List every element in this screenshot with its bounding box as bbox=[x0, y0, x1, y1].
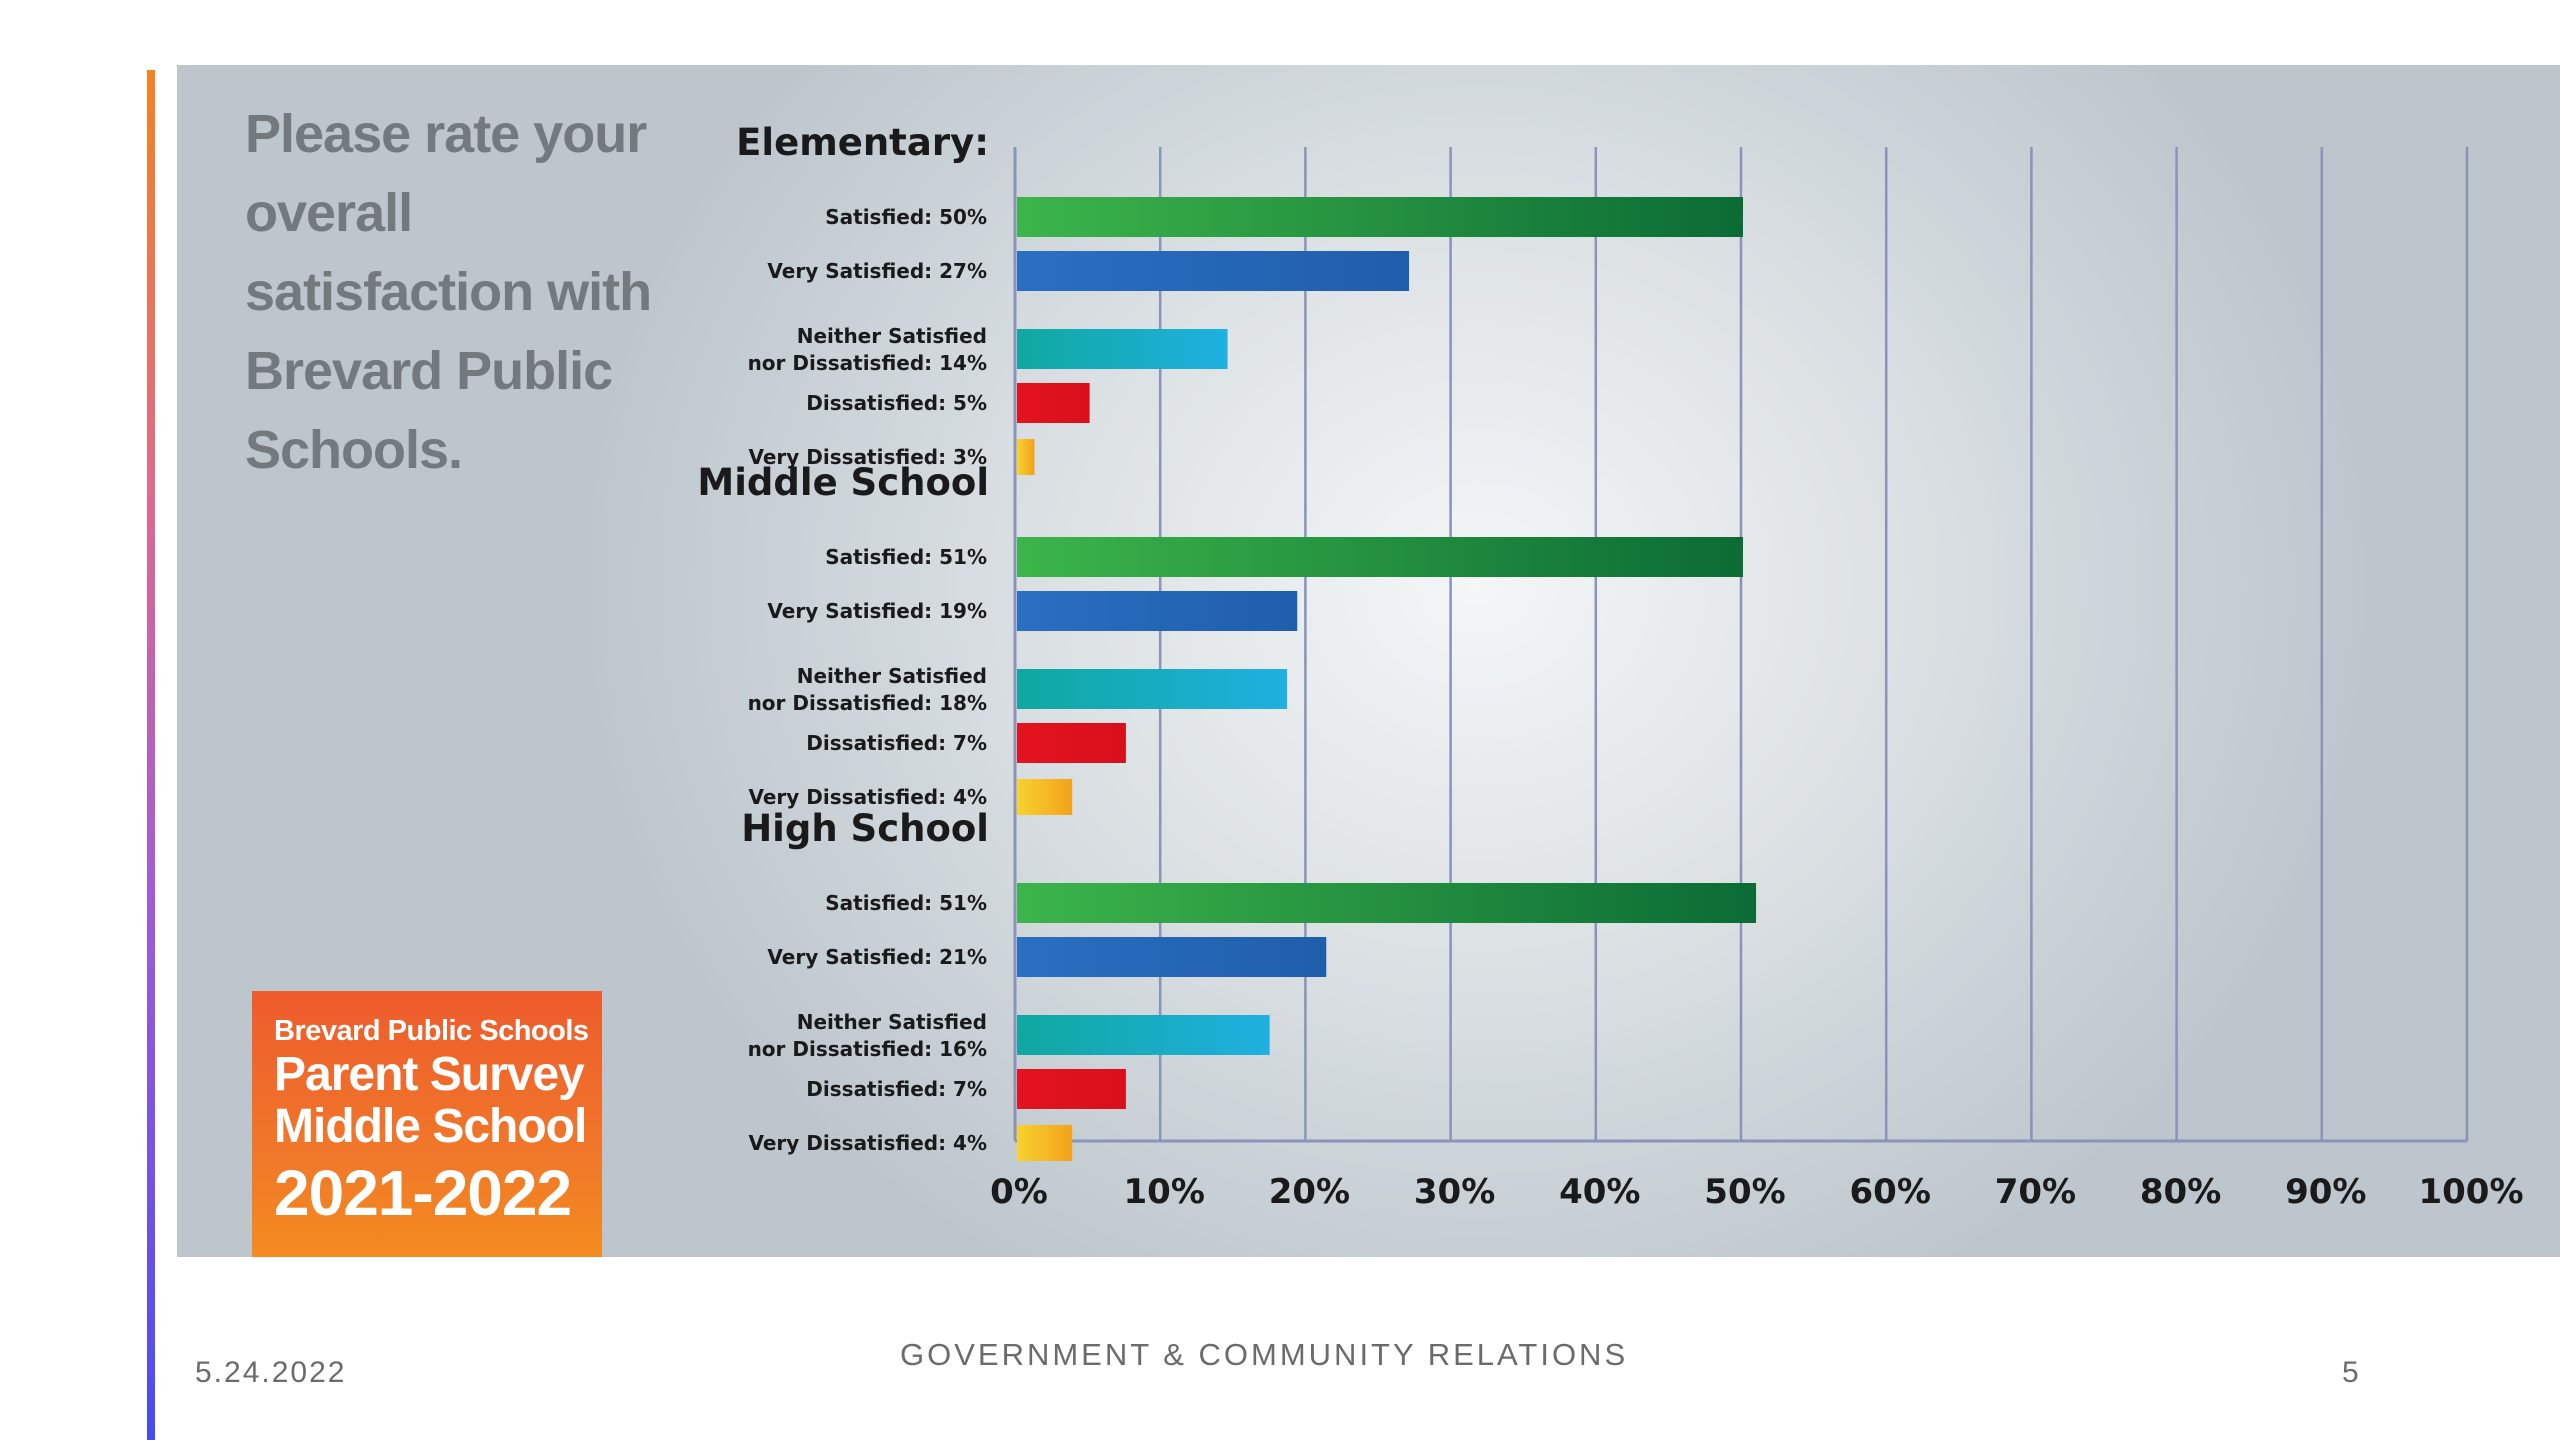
bar-very_satisfied bbox=[1017, 591, 1298, 631]
bar-label: nor Dissatisfied: 16% bbox=[748, 1037, 987, 1061]
x-tick-label: 50% bbox=[1704, 1172, 1785, 1212]
x-tick-label: 70% bbox=[1995, 1172, 2076, 1212]
bar-label: Satisfied: 51% bbox=[825, 891, 987, 915]
badge-line-3: Middle School bbox=[274, 1100, 587, 1153]
bar-label: Neither Satisfied bbox=[797, 324, 987, 348]
bar-very_dissatisfied bbox=[1017, 779, 1073, 815]
bar-label: Very Dissatisfied: 3% bbox=[748, 445, 987, 469]
bar-label: Very Satisfied: 21% bbox=[767, 945, 987, 969]
x-tick-label: 90% bbox=[2285, 1172, 2366, 1212]
footer-title: GOVERNMENT & COMMUNITY RELATIONS bbox=[900, 1337, 1629, 1372]
x-tick-label: 60% bbox=[1850, 1172, 1931, 1212]
bar-dissatisfied bbox=[1017, 1069, 1126, 1109]
page-number: 5 bbox=[2342, 1356, 2359, 1389]
bar-dissatisfied bbox=[1017, 383, 1090, 423]
bar-label: Very Satisfied: 19% bbox=[767, 599, 987, 623]
bar-label: Very Satisfied: 27% bbox=[767, 259, 987, 283]
accent-bar bbox=[147, 70, 155, 1440]
x-tick-label: 20% bbox=[1269, 1172, 1350, 1212]
x-tick-label: 80% bbox=[2140, 1172, 2221, 1212]
bar-label: Neither Satisfied bbox=[797, 1010, 987, 1034]
badge-line-4: 2021-2022 bbox=[274, 1157, 572, 1229]
bar-label: nor Dissatisfied: 18% bbox=[748, 691, 987, 715]
bar-label: Dissatisfied: 5% bbox=[806, 391, 987, 415]
x-tick-label: 100% bbox=[2418, 1172, 2523, 1212]
x-tick-label: 40% bbox=[1559, 1172, 1640, 1212]
survey-badge: Brevard Public Schools Parent Survey Mid… bbox=[252, 991, 602, 1257]
x-tick-label: 10% bbox=[1124, 1172, 1205, 1212]
group-title: Middle School bbox=[697, 461, 989, 504]
bar-very_dissatisfied bbox=[1017, 1125, 1073, 1161]
bar-label: nor Dissatisfied: 14% bbox=[748, 351, 987, 375]
group-title: High School bbox=[741, 807, 989, 850]
bar-label: Satisfied: 51% bbox=[825, 545, 987, 569]
x-tick-label: 0% bbox=[990, 1172, 1048, 1212]
slide: Please rate your overall satisfaction wi… bbox=[177, 65, 2560, 1257]
bar-satisfied bbox=[1017, 537, 1743, 577]
bar-label: Very Dissatisfied: 4% bbox=[748, 785, 987, 809]
question-text: Please rate your overall satisfaction wi… bbox=[245, 104, 652, 480]
bar-neither bbox=[1017, 329, 1228, 369]
bar-neither bbox=[1017, 1015, 1270, 1055]
bar-very_satisfied bbox=[1017, 251, 1410, 291]
x-tick-label: 30% bbox=[1414, 1172, 1495, 1212]
bar-satisfied bbox=[1017, 883, 1757, 923]
badge-line-1: Brevard Public Schools bbox=[274, 1015, 589, 1047]
footer-date: 5.24.2022 bbox=[195, 1356, 347, 1389]
badge-line-2: Parent Survey bbox=[274, 1048, 585, 1101]
group-title: Elementary: bbox=[736, 121, 989, 164]
bar-satisfied bbox=[1017, 197, 1743, 237]
bar-label: Satisfied: 50% bbox=[825, 205, 987, 229]
bar-very_satisfied bbox=[1017, 937, 1327, 977]
bar-label: Very Dissatisfied: 4% bbox=[748, 1131, 987, 1155]
bar-neither bbox=[1017, 669, 1288, 709]
bar-very_dissatisfied bbox=[1017, 439, 1035, 475]
bar-label: Dissatisfied: 7% bbox=[806, 731, 987, 755]
bar-dissatisfied bbox=[1017, 723, 1126, 763]
satisfaction-chart: 0% 10% 20% 30% 40% 50% 60% 70% 80% 90% 100% Element… bbox=[697, 121, 2523, 1212]
bar-label: Neither Satisfied bbox=[797, 664, 987, 688]
bar-label: Dissatisfied: 7% bbox=[806, 1077, 987, 1101]
